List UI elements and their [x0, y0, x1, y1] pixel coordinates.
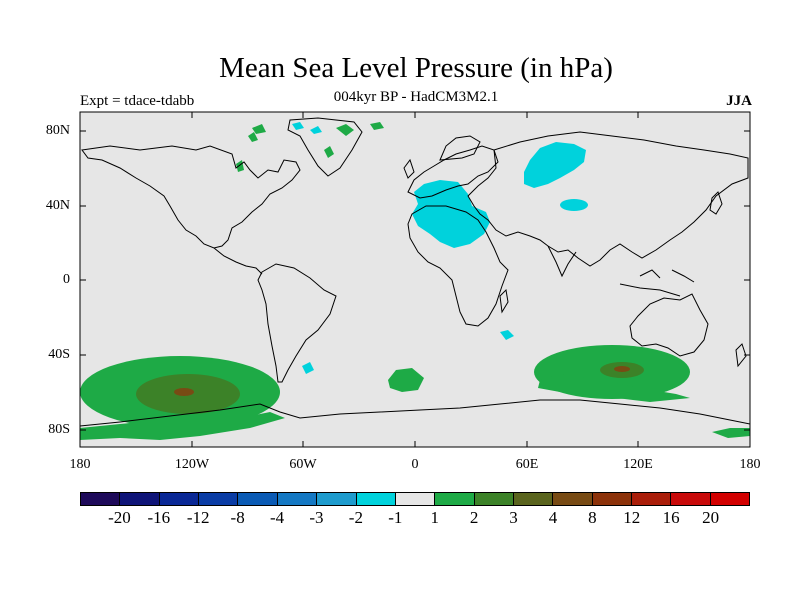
colorbar-box-16 — [710, 493, 750, 505]
coast-india — [547, 245, 577, 278]
anomaly-south-indian-center — [614, 366, 630, 372]
colorbar-label-11: 4 — [548, 508, 558, 527]
anomaly-south-atlantic-neg — [302, 362, 314, 374]
coast-south-america — [257, 263, 337, 383]
coast-uk — [403, 158, 415, 179]
colorbar-label-6: -2 — [348, 508, 363, 527]
colorbar-box-5 — [277, 493, 318, 505]
colorbar-label-9: 2 — [469, 508, 479, 527]
anomaly-south-indian-tail — [538, 374, 690, 402]
anomaly-pacific-antarctic-coast — [80, 412, 285, 440]
colorbar-box-9 — [435, 493, 475, 505]
coast-madagascar — [499, 288, 509, 314]
colorbar-label-3: -8 — [230, 508, 245, 527]
colorbar-box-0 — [81, 493, 121, 505]
lon-tick-120e: 120E — [623, 457, 653, 472]
colorbar-box-3 — [199, 493, 239, 505]
colorbar-box-13 — [592, 493, 633, 505]
coast-europe — [407, 145, 499, 199]
lon-tick-60e: 60E — [515, 457, 539, 472]
anomaly-mediterranean — [412, 180, 490, 248]
colorbar-label-5: -3 — [309, 508, 324, 527]
colorbar-box-7 — [356, 493, 396, 505]
colorbar-box-11 — [513, 493, 554, 505]
colorbar-label-15: 20 — [702, 508, 720, 527]
colorbar-label-14: 16 — [662, 508, 680, 527]
colorbar-box-15 — [671, 493, 711, 505]
page-title: Mean Sea Level Pressure (in hPa) — [219, 52, 613, 84]
colorbar-label-8: 1 — [430, 508, 439, 527]
coast-australia — [629, 293, 709, 357]
colorbar-box-6 — [317, 493, 357, 505]
colorbar-box-12 — [553, 493, 593, 505]
lon-tick-180w: 180 — [69, 457, 91, 472]
experiment-label: Expt = tdace-tdabb — [80, 93, 195, 109]
lat-tick-0: 0 — [63, 272, 70, 287]
negative-anomaly-layer — [292, 122, 588, 374]
colorbar-label-4: -4 — [269, 508, 285, 527]
lon-tick-0: 0 — [411, 457, 419, 472]
coast-central-america — [213, 247, 263, 275]
coast-japan — [709, 191, 723, 215]
lon-tick-60w: 60W — [289, 457, 317, 472]
lat-tick-40s: 40S — [48, 347, 70, 362]
anomaly-sw-indian — [500, 330, 514, 340]
colorbar-label-10: 3 — [509, 508, 518, 527]
subtitle: 004kyr BP - HadCM3M2.1 — [333, 89, 499, 105]
lon-tick-180e: 180 — [739, 457, 761, 472]
colorbar-label-13: 12 — [623, 508, 641, 527]
lat-tick-80n: 80N — [45, 123, 70, 138]
anomaly-arctic-neg — [292, 122, 304, 130]
season-label: JJA — [726, 93, 752, 109]
anomaly-south-atlantic — [388, 368, 424, 392]
colorbar-box-1 — [120, 493, 160, 505]
anomaly-greenland-2 — [252, 124, 266, 134]
anomaly-antarctic-east — [712, 428, 750, 438]
axis-ticks — [80, 112, 750, 447]
anomaly-greenland-1 — [336, 124, 354, 136]
coast-scandinavia — [439, 135, 481, 161]
coast-asia — [467, 131, 749, 267]
lon-tick-120w: 120W — [174, 457, 210, 472]
anomaly-canada-2 — [248, 132, 258, 142]
colorbar-label-1: -16 — [147, 508, 171, 527]
colorbar-box-2 — [159, 493, 200, 505]
lat-tick-80s: 80S — [48, 422, 70, 437]
colorbar-box-14 — [632, 493, 672, 505]
anomaly-central-asia — [560, 199, 588, 211]
colorbar-label-7: -1 — [388, 508, 403, 527]
lat-tick-40n: 40N — [45, 198, 70, 213]
anomaly-greenland-4 — [324, 146, 334, 158]
positive-anomaly-layer — [80, 122, 750, 440]
coast-antarctica — [80, 399, 750, 427]
coast-africa — [407, 205, 509, 327]
colorbar-label-12: 8 — [588, 508, 597, 527]
anomaly-south-pacific-center — [174, 388, 194, 396]
anomaly-kara-sea — [524, 142, 586, 188]
colorbar-box-8 — [395, 493, 436, 505]
coast-north-america — [81, 145, 301, 249]
anomaly-greenland-3 — [370, 122, 384, 130]
coast-indonesia — [619, 269, 695, 297]
colorbar-label-2: -12 — [186, 508, 210, 527]
colorbar-box-4 — [238, 493, 278, 505]
coast-new-zealand — [735, 343, 747, 368]
coast-greenland — [287, 117, 363, 177]
colorbar-box-10 — [474, 493, 514, 505]
anomaly-greenland-neg — [310, 126, 322, 134]
colorbar-label-0: -20 — [108, 508, 131, 527]
colorbar — [80, 492, 750, 506]
coastlines — [80, 117, 750, 427]
